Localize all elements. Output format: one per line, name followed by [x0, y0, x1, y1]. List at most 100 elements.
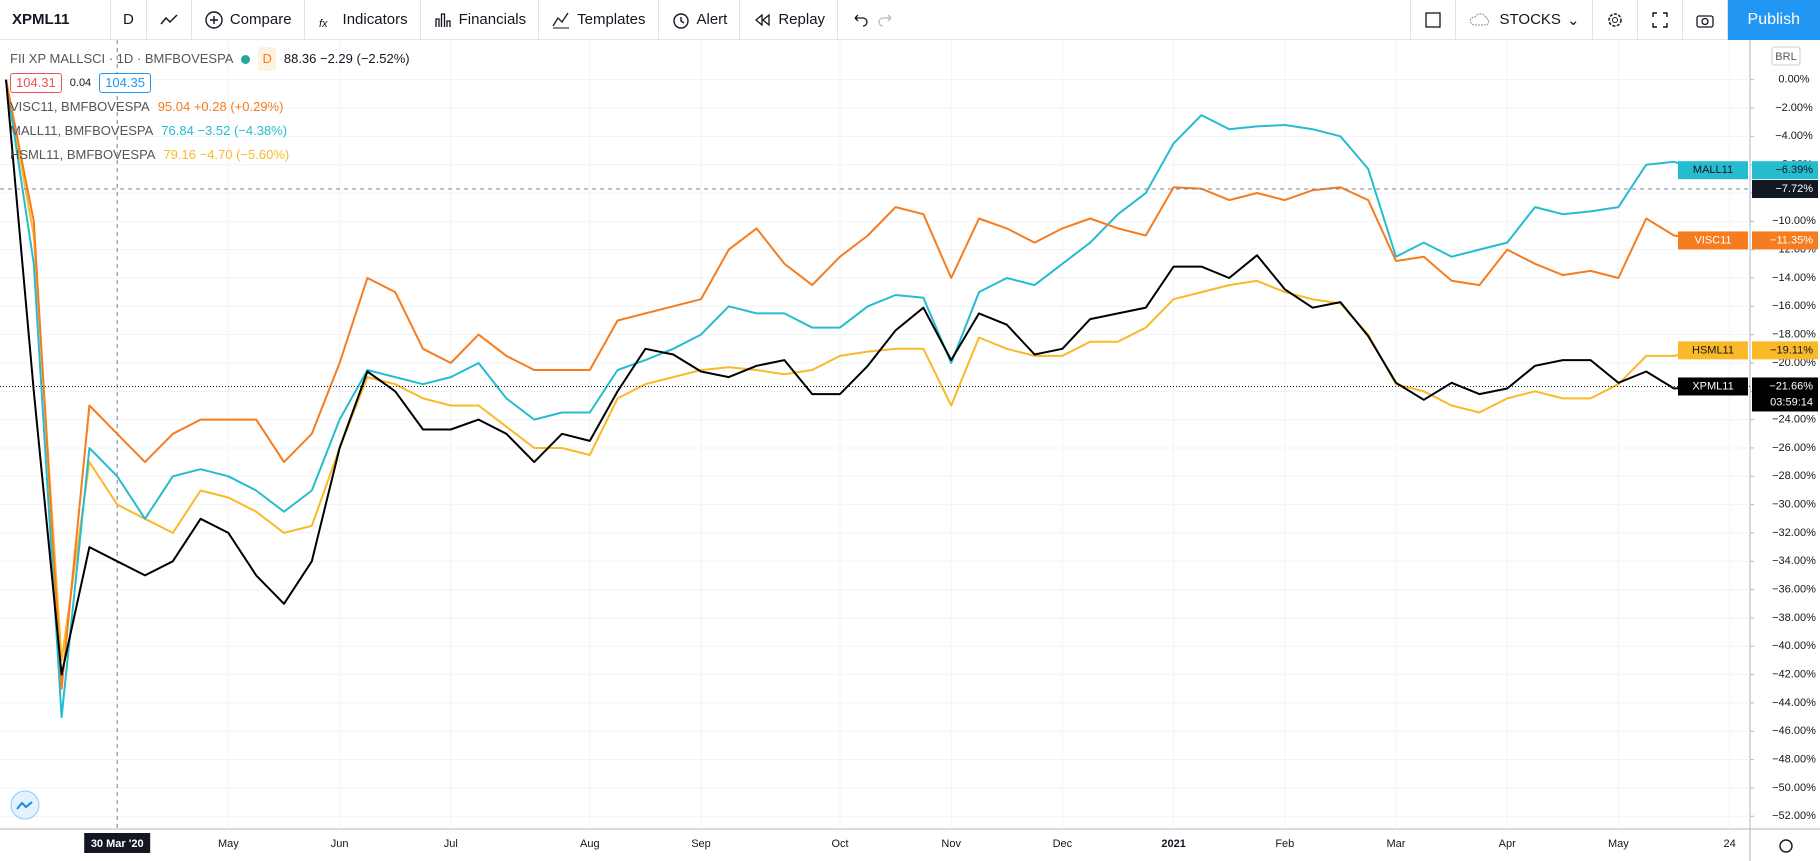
value-label: −19.11%	[1770, 344, 1813, 356]
legend-name: HSML11, BMFBOVESPA	[10, 147, 156, 162]
y-tick-label: −20.00%	[1772, 357, 1816, 369]
label: Indicators	[342, 11, 408, 28]
value-label: −21.66%	[1769, 380, 1813, 392]
value-label: −6.39%	[1775, 164, 1813, 176]
legend-rows: VISC11, BMFBOVESPA 95.04 +0.28 (+0.29%) MA…	[10, 95, 410, 167]
y-tick-label: −40.00%	[1772, 640, 1816, 652]
chart-style-button[interactable]	[147, 0, 192, 40]
financials-button[interactable]: Financials	[421, 0, 540, 40]
icon	[755, 13, 770, 26]
layout-button[interactable]: STOCKS ⌄	[1456, 0, 1593, 40]
symbol-search[interactable]: XPML11	[0, 0, 111, 40]
y-tick-label: −14.00%	[1772, 272, 1816, 284]
x-tick-label: Jul	[444, 838, 458, 850]
compare-button[interactable]: Compare	[192, 0, 305, 40]
series-line	[5, 79, 1703, 719]
legend-row[interactable]: VISC11, BMFBOVESPA 95.04 +0.28 (+0.29%)	[10, 95, 410, 119]
y-tick-label: −4.00%	[1775, 130, 1813, 142]
y-tick-label: −32.00%	[1772, 527, 1816, 539]
grid: 0.00%−2.00%−4.00%−6.00%−8.00%−10.00%−12.…	[0, 40, 1816, 853]
settings-button[interactable]	[1593, 0, 1638, 40]
x-tick-label: May	[1608, 838, 1629, 850]
value-tag	[1752, 377, 1818, 412]
x-tick-label: Nov	[941, 838, 961, 850]
status-dot	[241, 54, 251, 64]
legend-title: FII XP MALLSCI · 1D · BMFBOVESPA	[10, 51, 234, 66]
templates-button[interactable]: Templates	[539, 0, 659, 40]
label: Compare	[229, 11, 292, 28]
x-tick-label: 30 Mar '20	[91, 838, 144, 850]
replay-button[interactable]: Replay	[740, 0, 839, 40]
series-name-tag-label: XPML11	[1692, 380, 1733, 392]
x-tick-label: 24	[1723, 838, 1735, 850]
icon	[1469, 12, 1489, 25]
bid[interactable]: 104.31	[10, 73, 62, 93]
chart: BRL 0.00%−2.00%−4.00%−6.00%−8.00%−10.00%…	[0, 40, 1820, 861]
y-tick-label: −44.00%	[1772, 697, 1816, 709]
icon	[854, 14, 868, 27]
alert-button[interactable]: Alert	[659, 0, 741, 40]
icon	[1695, 14, 1714, 28]
legend-quote: 76.84 −3.52 (−4.38%)	[161, 123, 288, 138]
y-tick-label: −52.00%	[1772, 810, 1816, 822]
y-tick-label: −2.00%	[1775, 102, 1813, 114]
y-tick-label: −48.00%	[1772, 753, 1816, 765]
series-name-tag-label: HSML11	[1692, 344, 1734, 356]
label: Financials	[458, 11, 527, 28]
legend-main: FII XP MALLSCI · 1D · BMFBOVESPA D 88.36…	[10, 47, 410, 71]
undo-button[interactable]	[838, 0, 908, 40]
icon	[878, 14, 892, 27]
y-tick-label: −50.00%	[1772, 782, 1816, 794]
legend-row[interactable]: HSML11, BMFBOVESPA 79.16 −4.70 (−5.60%)	[10, 143, 410, 167]
countdown: 03:59:14	[1770, 396, 1813, 408]
y-tick-label: −34.00%	[1772, 555, 1816, 567]
label: Alert	[696, 11, 728, 28]
x-tick-label: Dec	[1053, 838, 1073, 850]
legend-quote: 95.04 +0.28 (+0.29%)	[157, 99, 284, 114]
y-tick-label: −24.00%	[1772, 414, 1816, 426]
fullscreen-button[interactable]	[1638, 0, 1683, 40]
snapshot-button[interactable]	[1683, 0, 1728, 40]
series-name-tag-label: VISC11	[1694, 234, 1731, 246]
legend-name: MALL11, BMFBOVESPA	[10, 123, 154, 138]
icon	[552, 12, 570, 28]
toolbar: XPML11 D Compare fx Indicators Financials…	[0, 0, 1820, 40]
series-lines	[5, 79, 1703, 719]
axis-settings[interactable]	[1779, 839, 1793, 853]
series-name-tag	[1678, 161, 1748, 180]
ask[interactable]: 104.35	[99, 73, 151, 93]
icon	[672, 12, 689, 29]
fullscreen-select[interactable]	[1409, 0, 1456, 40]
y-tick-label: −18.00%	[1772, 329, 1816, 341]
y-tick-label: −30.00%	[1772, 499, 1816, 511]
publish-button[interactable]: Publish	[1727, 0, 1820, 40]
series-line	[5, 79, 1702, 662]
legend-row[interactable]: MALL11, BMFBOVESPA 76.84 −3.52 (−4.38%)	[10, 119, 410, 143]
plot-area	[0, 40, 1750, 829]
x-tick-label: Feb	[1275, 838, 1294, 850]
value-label: −11.35%	[1770, 234, 1813, 246]
y-tick-label: −28.00%	[1772, 470, 1816, 482]
legend-quote: 88.36 −2.29 (−2.52%)	[283, 51, 410, 66]
y-tick-label: −42.00%	[1772, 669, 1816, 681]
interval-button[interactable]: D	[111, 0, 147, 40]
legend-quote: 79.16 −4.70 (−5.60%)	[163, 147, 290, 162]
x-tick-label: Aug	[580, 838, 600, 850]
icon	[160, 13, 178, 24]
caret: ⌄	[1566, 11, 1580, 29]
value-tag	[1752, 341, 1818, 360]
spread: 0.04	[69, 77, 92, 89]
y-tick-label: −10.00%	[1772, 215, 1816, 227]
y-tick-label: −36.00%	[1772, 584, 1816, 596]
value-tag	[1752, 161, 1818, 180]
icon	[205, 10, 223, 29]
label: Templates	[577, 11, 646, 28]
series-name-tag	[1678, 231, 1748, 250]
x-tick-label: Apr	[1499, 838, 1516, 850]
indicators-button[interactable]: fx Indicators	[305, 0, 421, 40]
crosshair-price-bg	[1752, 180, 1818, 199]
legend-badge: D	[258, 47, 276, 71]
icon	[1424, 11, 1441, 28]
icon	[434, 12, 451, 27]
legend: FII XP MALLSCI · 1D · BMFBOVESPA D 88.36…	[10, 47, 410, 167]
